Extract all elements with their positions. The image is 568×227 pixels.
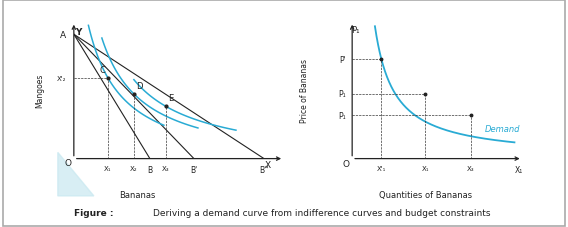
Text: X₃: X₃ [467,165,474,171]
Text: E: E [168,94,173,103]
Text: Demand: Demand [485,125,521,134]
Text: X₁: X₁ [421,165,429,171]
Text: P₁: P₁ [351,26,360,35]
Text: A: A [60,31,66,39]
Text: P₁: P₁ [338,111,346,120]
Text: Price of Bananas: Price of Bananas [300,59,309,123]
Text: X: X [265,161,271,170]
Text: X'₁: X'₁ [377,165,386,171]
Text: O: O [64,158,72,167]
Text: B'': B'' [260,165,269,174]
Text: Mangoes: Mangoes [36,74,45,108]
Text: X₃: X₃ [162,165,170,171]
Text: Quantities of Bananas: Quantities of Bananas [379,190,473,199]
Text: B: B [147,165,152,174]
Text: P₁: P₁ [338,90,346,99]
Text: Figure :: Figure : [74,208,114,217]
Text: Deriving a demand curve from indifference curves and budget constraints: Deriving a demand curve from indifferenc… [153,208,491,217]
Text: X₁: X₁ [104,165,112,171]
Text: C: C [100,65,106,74]
Text: P': P' [339,55,346,64]
Text: D: D [136,81,143,90]
Text: X₁: X₁ [515,165,524,174]
Polygon shape [58,153,94,196]
Text: X'₂: X'₂ [56,75,66,81]
Text: X₂: X₂ [130,165,137,171]
Text: Bananas: Bananas [119,190,155,199]
Text: B': B' [190,165,198,174]
Text: O: O [342,159,349,168]
Text: Y: Y [74,28,81,37]
